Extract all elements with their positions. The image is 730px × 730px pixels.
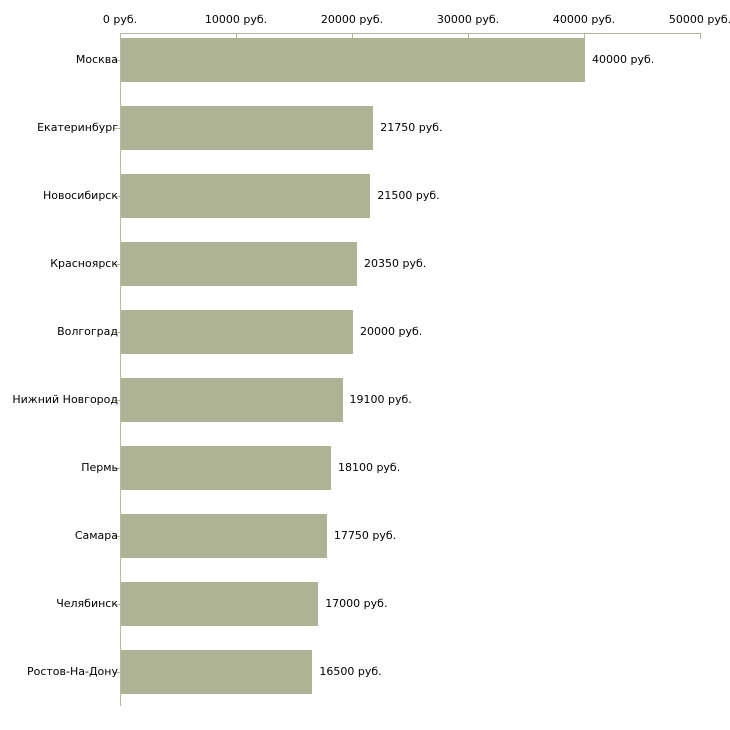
x-axis-tick-label: 30000 руб. bbox=[436, 13, 500, 26]
x-axis-tick bbox=[236, 33, 237, 39]
bar[interactable] bbox=[121, 174, 371, 218]
category-label: Пермь bbox=[81, 461, 118, 474]
bar-value-label: 21500 руб. bbox=[377, 189, 440, 202]
x-axis-tick bbox=[584, 33, 585, 39]
x-axis-tick-label: 0 руб. bbox=[102, 13, 138, 26]
y-axis-tick bbox=[114, 264, 120, 265]
y-axis-tick bbox=[114, 196, 120, 197]
x-axis-line bbox=[120, 33, 700, 34]
y-axis-tick bbox=[114, 468, 120, 469]
bar-value-label: 18100 руб. bbox=[337, 461, 401, 474]
category-label: Нижний Новгород bbox=[12, 393, 118, 406]
category-label: Ростов-На-Дону bbox=[26, 665, 118, 678]
x-axis-tick-label: 10000 руб. bbox=[204, 13, 268, 26]
x-axis-tick-label: 40000 руб. bbox=[552, 13, 616, 26]
category-label: Новосибирск bbox=[42, 189, 118, 202]
y-axis-line bbox=[120, 34, 121, 706]
bar-value-label: 17000 руб. bbox=[325, 597, 388, 610]
bar-value-label: 20350 руб. bbox=[364, 257, 427, 270]
bar[interactable] bbox=[121, 310, 353, 354]
y-axis-tick bbox=[114, 400, 120, 401]
category-label: Волгоград bbox=[57, 325, 118, 338]
bar[interactable] bbox=[121, 106, 374, 150]
bar[interactable] bbox=[121, 650, 313, 694]
bar-value-label: 16500 руб. bbox=[319, 665, 382, 678]
bar[interactable] bbox=[121, 242, 358, 286]
category-label: Москва bbox=[75, 53, 118, 66]
bar-value-label: 21750 руб. bbox=[380, 121, 443, 134]
y-axis-tick bbox=[114, 60, 120, 61]
bar-value-label: 40000 руб. bbox=[592, 53, 655, 66]
bar[interactable] bbox=[121, 38, 585, 82]
bar[interactable] bbox=[121, 446, 331, 490]
bar-value-label: 19100 руб. bbox=[349, 393, 412, 406]
x-axis-tick-label: 20000 руб. bbox=[320, 13, 384, 26]
category-label: Самара bbox=[74, 529, 118, 542]
category-label: Красноярск bbox=[50, 257, 118, 270]
y-axis-tick bbox=[114, 332, 120, 333]
x-axis-tick bbox=[468, 33, 469, 39]
category-label: Екатеринбург bbox=[37, 121, 118, 134]
y-axis-tick bbox=[114, 672, 120, 673]
bar[interactable] bbox=[121, 582, 319, 626]
bar-value-label: 17750 руб. bbox=[333, 529, 397, 542]
category-label: Челябинск bbox=[56, 597, 118, 610]
bar[interactable] bbox=[121, 378, 343, 422]
y-axis-tick bbox=[114, 536, 120, 537]
bar-value-label: 20000 руб. bbox=[360, 325, 423, 338]
bar[interactable] bbox=[121, 514, 327, 558]
x-axis-tick bbox=[700, 33, 701, 39]
x-axis-tick-label: 50000 руб. bbox=[668, 13, 730, 26]
y-axis-tick bbox=[114, 128, 120, 129]
x-axis-tick bbox=[352, 33, 353, 39]
y-axis-tick bbox=[114, 604, 120, 605]
